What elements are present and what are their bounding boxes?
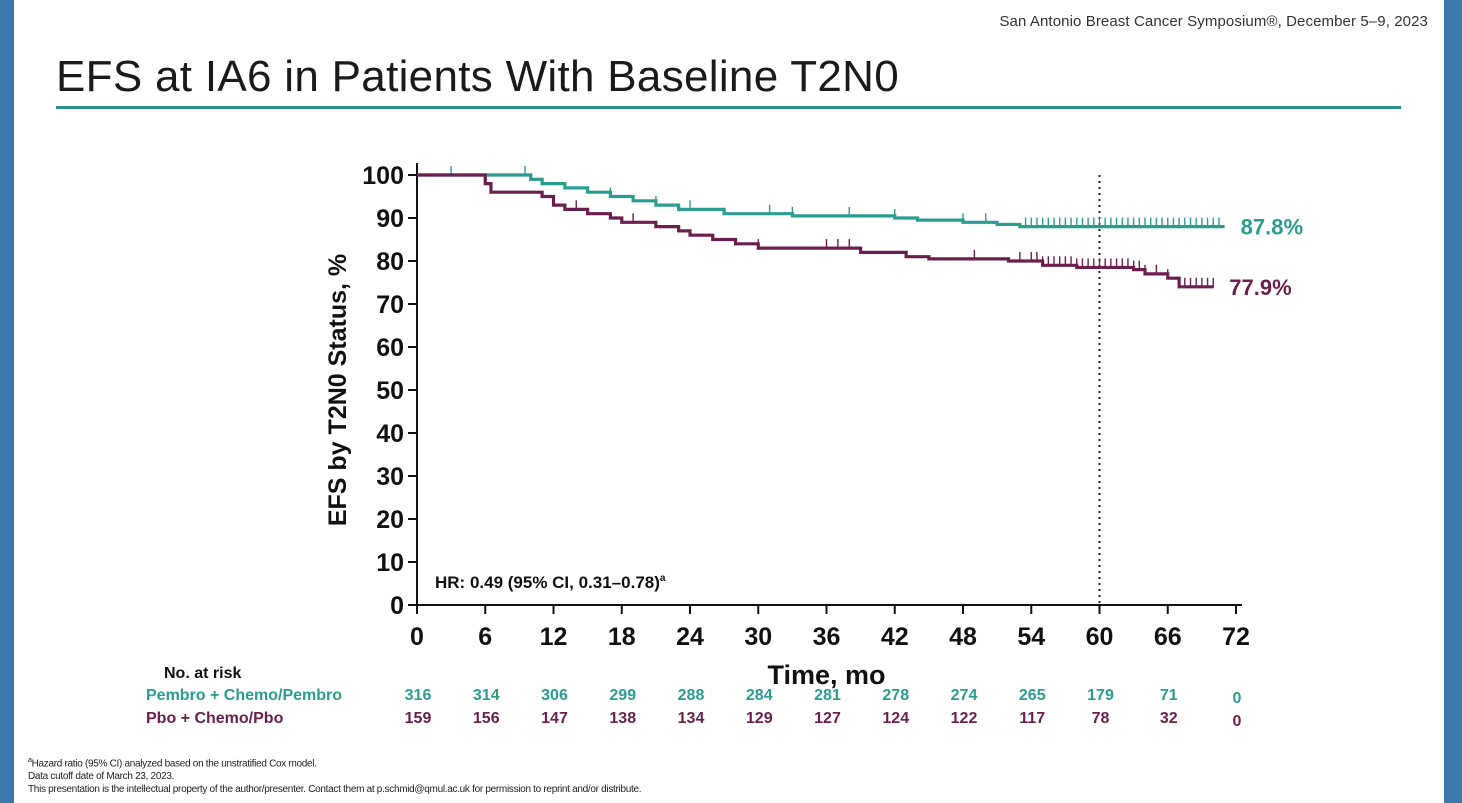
risk-table-cell: 124 (882, 710, 909, 727)
risk-table-header: No. at risk (164, 665, 241, 682)
footnote-ip: This presentation is the intellectual pr… (28, 784, 642, 796)
risk-table-cell: 129 (746, 710, 773, 727)
risk-table-cell: 265 (1019, 687, 1046, 704)
risk-table-cell: 299 (609, 687, 636, 704)
risk-table-cell: 278 (882, 687, 909, 704)
footnote-hazard: aHazard ratio (95% CI) analyzed based on… (28, 757, 317, 770)
x-tick-label: 66 (1154, 623, 1182, 651)
risk-table-cell: 134 (678, 710, 705, 727)
km-chart: 0 10 20 30 40 50 60 70 80 90 100 0 6 12 18 24 30 36 42 48 54… (146, 162, 1303, 730)
footnote-cutoff: Data cutoff date of March 23, 2023. (28, 771, 175, 783)
x-tick-label: 18 (608, 623, 636, 651)
risk-table-cell: 117 (1019, 710, 1045, 727)
y-tick-label: 60 (376, 334, 404, 362)
x-tick-label: 54 (1017, 623, 1045, 651)
title-divider (56, 106, 1401, 109)
x-tick-label: 42 (881, 623, 909, 651)
x-tick-label: 36 (813, 623, 841, 651)
km-curve-pembro (417, 173, 1225, 229)
risk-table-cell: 274 (951, 687, 978, 704)
risk-table-row-label: Pembro + Chemo/Pembro (146, 687, 342, 704)
slide: San Antonio Breast Cancer Symposium®, De… (14, 0, 1444, 803)
risk-table-cell: 0 (1233, 690, 1242, 707)
slide-title: EFS at IA6 in Patients With Baseline T2N… (56, 52, 899, 101)
risk-table-cell: 316 (405, 687, 432, 704)
y-axis-label: EFS by T2N0 Status, % (324, 254, 352, 526)
risk-table-cell: 306 (541, 687, 568, 704)
y-tick-label: 20 (376, 506, 404, 534)
km-curve-placebo (417, 173, 1214, 289)
risk-table-row-label: Pbo + Chemo/Pbo (146, 710, 284, 727)
risk-table-cell: 122 (951, 710, 978, 727)
x-axis-label: Time, mo (767, 660, 885, 690)
risk-table-cell: 159 (405, 710, 432, 727)
x-tick-label: 60 (1086, 623, 1114, 651)
x-tick-label: 0 (410, 623, 424, 651)
x-tick-label: 30 (744, 623, 772, 651)
end-label-placebo: 77.9% (1229, 275, 1291, 300)
x-tick-label: 72 (1222, 623, 1250, 651)
hazard-ratio-annotation: HR: 0.49 (95% CI, 0.31–0.78)a (435, 573, 666, 592)
y-tick-label: 40 (376, 420, 404, 448)
y-tick-label: 90 (376, 205, 404, 233)
x-tick-label: 6 (478, 623, 492, 651)
y-tick-label: 10 (376, 549, 404, 577)
conference-label: San Antonio Breast Cancer Symposium®, De… (999, 13, 1428, 30)
risk-table-cell: 147 (541, 710, 568, 727)
risk-table-cell: 314 (473, 687, 500, 704)
risk-table-cell: 138 (609, 710, 636, 727)
risk-table-cell: 179 (1087, 687, 1114, 704)
y-tick-label: 0 (390, 592, 404, 620)
risk-table-cell: 78 (1092, 710, 1110, 727)
y-tick-label: 70 (376, 291, 404, 319)
risk-table-cell: 284 (746, 687, 773, 704)
risk-table-cell: 32 (1160, 710, 1178, 727)
y-tick-label: 50 (376, 377, 404, 405)
y-tick-label: 80 (376, 248, 404, 276)
risk-table-cell: 71 (1160, 687, 1178, 704)
x-tick-label: 24 (676, 623, 704, 651)
risk-table-cell: 288 (678, 687, 705, 704)
end-label-pembro: 87.8% (1241, 215, 1303, 240)
risk-table-cell: 127 (814, 710, 841, 727)
y-tick-label: 30 (376, 463, 404, 491)
y-tick-label: 100 (362, 162, 404, 190)
risk-table-cell: 281 (814, 687, 841, 704)
risk-table-cell: 0 (1233, 713, 1242, 730)
footnotes: aHazard ratio (95% CI) analyzed based on… (28, 754, 642, 796)
x-tick-label: 48 (949, 623, 977, 651)
x-tick-label: 12 (540, 623, 568, 651)
risk-table-cell: 156 (473, 710, 500, 727)
